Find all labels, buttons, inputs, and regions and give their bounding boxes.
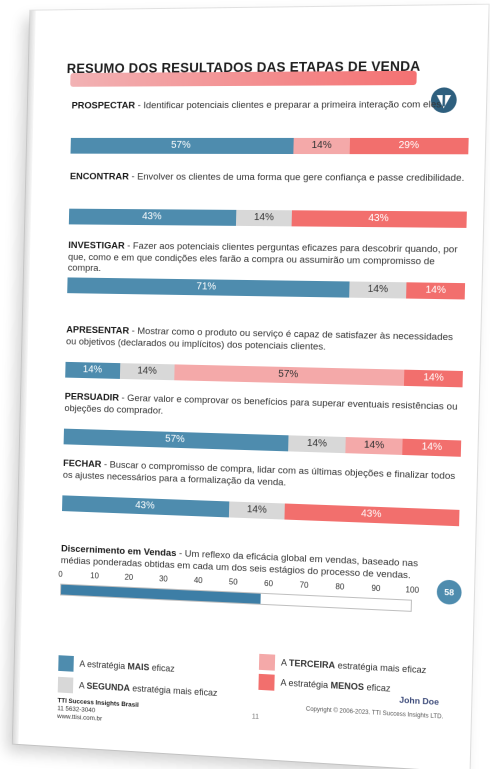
bar-segment-segunda: 14% — [229, 501, 285, 519]
legend-swatch-menos — [258, 674, 274, 691]
footer-contact: TTI Success Insights Brasil 11 5632-3040… — [57, 697, 139, 725]
stage-description: ENCONTRAR - Envolver os clientes de uma … — [69, 171, 468, 209]
legend-mais-prefix: A estratégia — [79, 659, 127, 671]
bar-segment-segunda: 14% — [236, 210, 292, 226]
scale-tick-label: 90 — [371, 584, 380, 594]
scale-tick-label: 100 — [405, 585, 419, 595]
legend-swatch-mais — [58, 655, 74, 672]
scale-tick-label: 80 — [335, 582, 344, 591]
page-title-block: RESUMO DOS RESULTADOS DAS ETAPAS DE VEND… — [66, 59, 423, 89]
stage-name: APRESENTAR — [66, 325, 129, 337]
bar-segment-terceira: 14% — [345, 437, 403, 455]
scale-tick-label: 30 — [159, 574, 168, 583]
bar-segment-terceira: 14% — [293, 138, 350, 154]
stage-name: ENCONTRAR — [70, 171, 129, 182]
stage-description: INVESTIGAR - Fazer aos potenciais client… — [68, 240, 466, 281]
legend-segunda-strong: SEGUNDA — [86, 681, 130, 693]
legend-swatch-terceira — [259, 654, 275, 671]
stage-apresentar: APRESENTAR - Mostrar como o produto ou s… — [65, 325, 464, 388]
stage-desc-text: - Buscar o compromisso de compra, lidar … — [63, 459, 456, 488]
scale-tick-label: 20 — [124, 573, 133, 582]
bar-segment-mais: 14% — [65, 362, 120, 379]
discernimento-score-badge: 58 — [437, 579, 462, 605]
stage-bar: 57% 14% 29% — [71, 138, 469, 154]
stage-description: PROSPECTAR - Identificar potenciais clie… — [71, 99, 470, 136]
page-number: 11 — [252, 713, 259, 720]
legend-menos-prefix: A estratégia — [280, 677, 330, 690]
footer-site[interactable]: www.ttisi.com.br — [57, 713, 102, 723]
stage-desc-text: - Envolver os clientes de uma forma que … — [129, 172, 465, 184]
legend-terceira-strong: TERCEIRA — [289, 658, 335, 670]
bar-segment-menos: 14% — [407, 282, 466, 299]
bar-segment-mais: 43% — [62, 495, 229, 517]
legend-mais-suffix: eficaz — [149, 662, 175, 673]
bar-segment-menos: 14% — [404, 370, 463, 388]
stage-name: PROSPECTAR — [72, 100, 136, 111]
scale-tick-label: 40 — [194, 576, 203, 585]
bar-segment-mais: 57% — [71, 138, 294, 154]
scale-tick-label: 0 — [58, 570, 62, 579]
report-page: RESUMO DOS RESULTADOS DAS ETAPAS DE VEND… — [13, 5, 489, 769]
bar-segment-menos: 14% — [403, 439, 462, 457]
scale-tick-label: 10 — [90, 571, 99, 580]
bar-segment-menos: 43% — [292, 210, 467, 228]
stage-name: PERSUADIR — [65, 391, 119, 403]
stage-encontrar: ENCONTRAR - Envolver os clientes de uma … — [69, 171, 468, 228]
legend-menos-strong: MENOS — [331, 680, 365, 692]
stages-section: PROSPECTAR - Identificar potenciais clie… — [30, 5, 488, 11]
stage-name: INVESTIGAR — [68, 240, 125, 251]
legend-mais-strong: MAIS — [127, 661, 149, 672]
page-edge — [13, 11, 36, 744]
stage-desc-text: - Fazer aos potenciais clientes pergunta… — [68, 241, 458, 274]
stage-bar: 71% 14% 14% — [67, 277, 465, 299]
stage-fechar: FECHAR - Buscar o compromisso de compra,… — [62, 458, 460, 526]
page-title: RESUMO DOS RESULTADOS DAS ETAPAS DE VEND… — [67, 59, 421, 76]
legend-mais: A estratégia MAIS eficaz — [58, 655, 175, 677]
stage-investigar: INVESTIGAR - Fazer aos potenciais client… — [67, 240, 466, 299]
bar-segment-segunda: 14% — [349, 281, 407, 298]
bar-segment-terceira: 57% — [174, 364, 404, 386]
bar-segment-menos: 29% — [350, 138, 469, 154]
discernimento-section: Discernimento em Vendas - Um reflexo da … — [60, 543, 458, 614]
legend-menos: A estratégia MENOS eficaz — [258, 674, 390, 697]
bar-segment-mais: 43% — [69, 209, 236, 226]
legend-terceira-prefix: A — [281, 657, 289, 667]
scale-tick-label: 60 — [264, 579, 273, 588]
stage-desc-text: - Identificar potenciais clientes e prep… — [135, 99, 444, 111]
stage-name: FECHAR — [63, 458, 102, 470]
stage-persuadir: PERSUADIR - Gerar valor e comprovar os b… — [64, 391, 463, 456]
bar-segment-mais: 71% — [67, 277, 349, 297]
legend-menos-suffix: eficaz — [364, 682, 391, 694]
legend-segunda-suffix: estratégia mais eficaz — [130, 683, 218, 698]
bar-segment-segunda: 14% — [288, 435, 345, 453]
stage-prospectar: PROSPECTAR - Identificar potenciais clie… — [71, 99, 470, 154]
legend-swatch-segunda — [58, 677, 74, 694]
report-person-name: John Doe — [399, 695, 439, 707]
legend-terceira-suffix: estratégia mais eficaz — [335, 660, 426, 675]
stage-bar: 43% 14% 43% — [69, 209, 467, 228]
scale-tick-label: 50 — [229, 577, 238, 586]
stage-desc-text: - Gerar valor e comprovar os benefícios … — [64, 393, 457, 416]
scale-tick-label: 70 — [299, 580, 308, 589]
bar-segment-segunda: 14% — [119, 363, 174, 380]
